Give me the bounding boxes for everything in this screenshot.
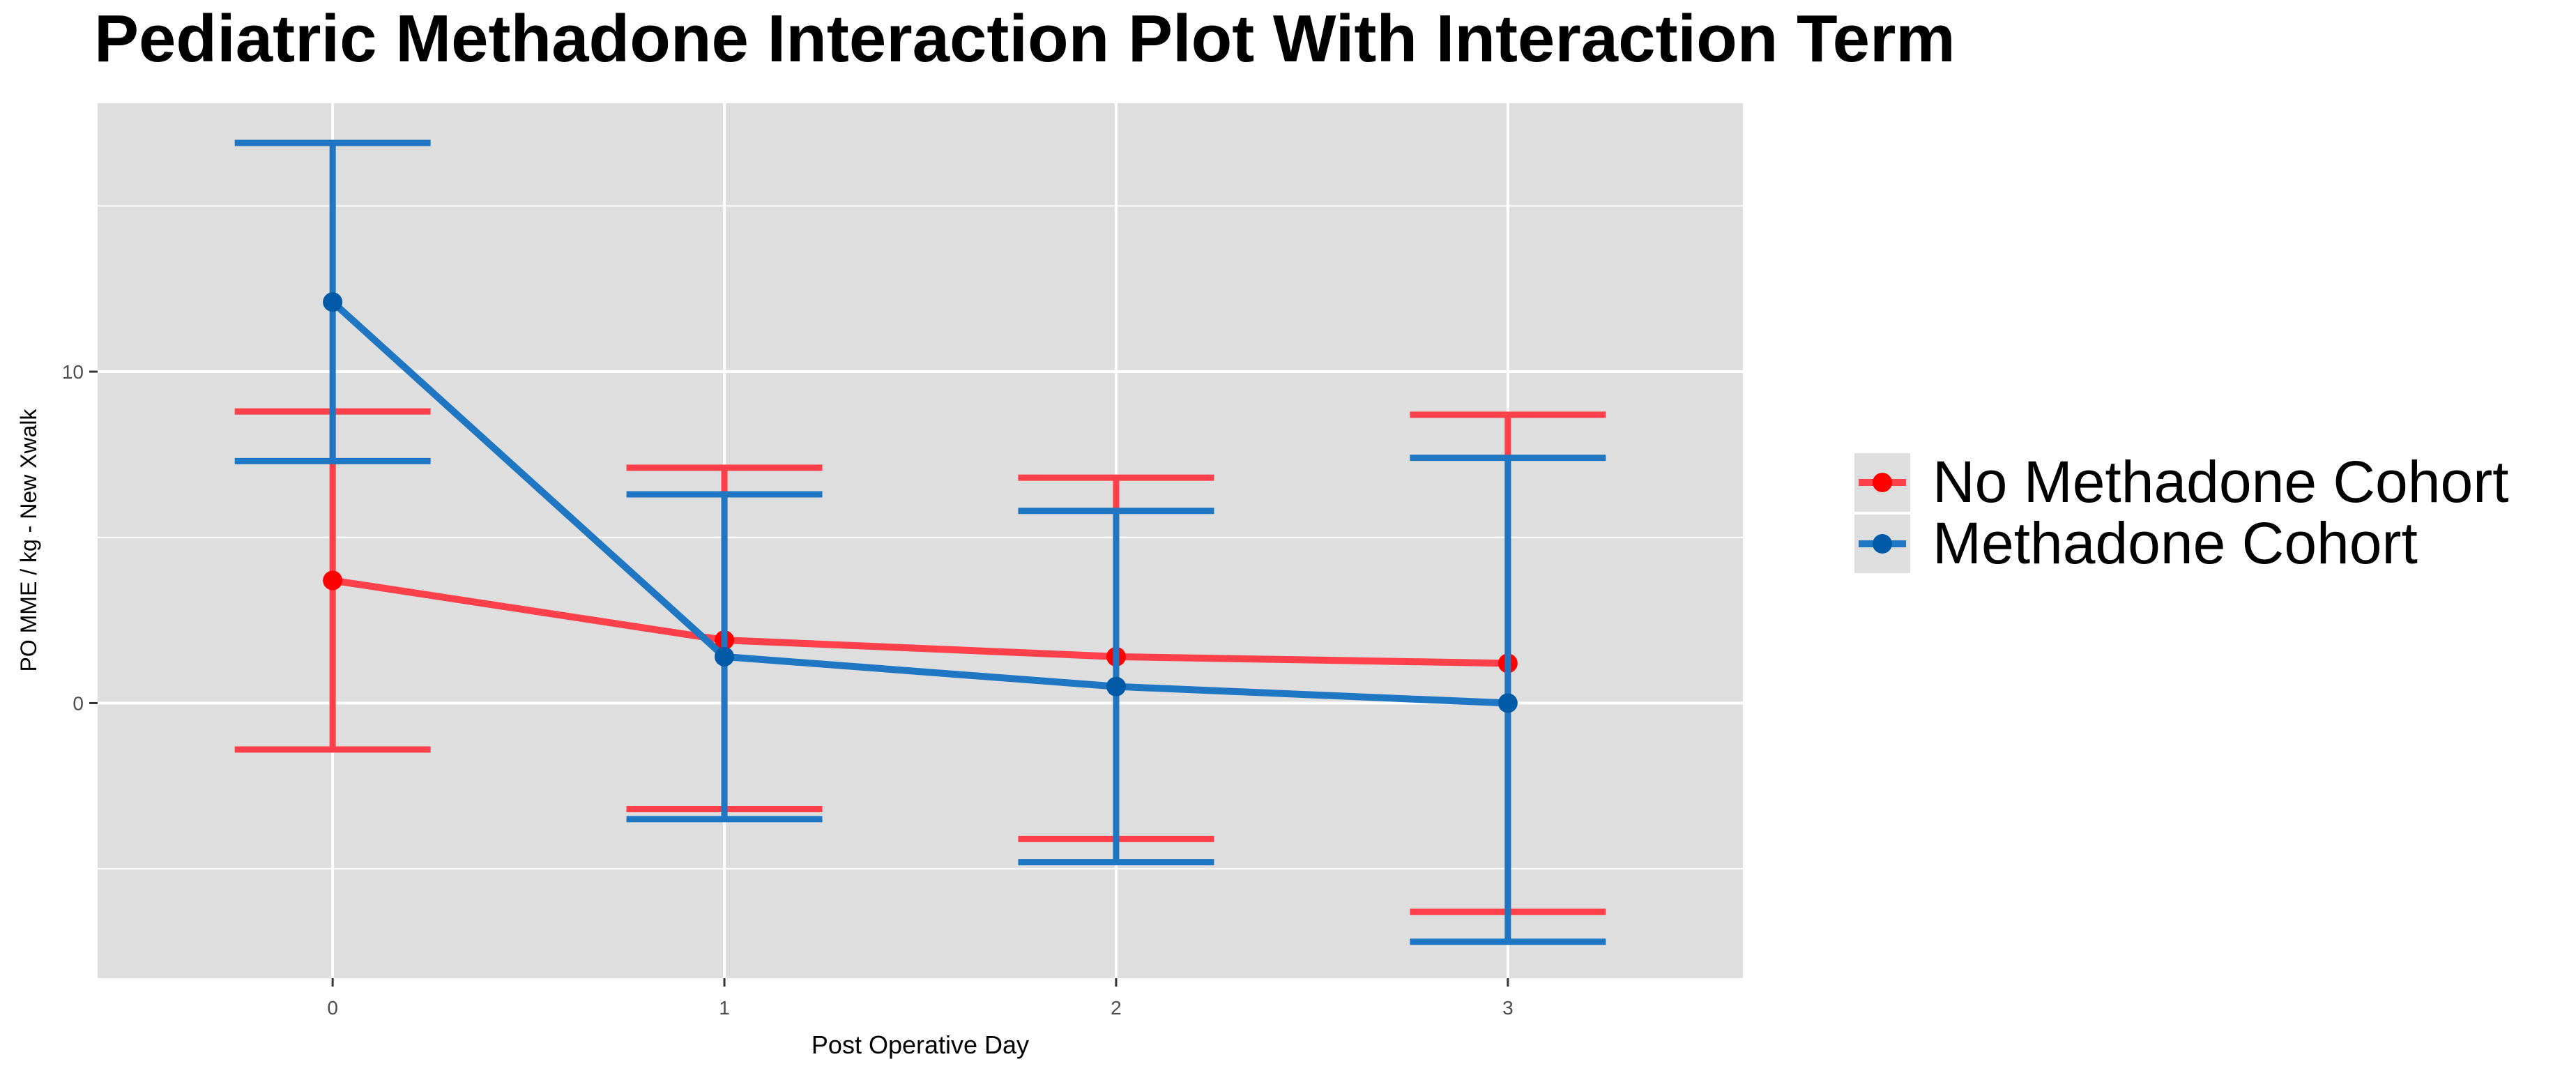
x-tick-label: 0 (327, 997, 338, 1019)
series-layer (234, 139, 1606, 945)
data-point (715, 646, 735, 667)
chart-title: Pediatric Methadone Interaction Plot Wit… (94, 1, 1956, 76)
x-tick-label: 3 (1502, 997, 1514, 1019)
y-axis-title: PO MME / kg - New Xwalk (16, 409, 41, 672)
legend-key-point (1873, 534, 1892, 554)
data-point (1497, 693, 1518, 713)
plot-panel (98, 103, 1743, 978)
x-tick-label: 1 (719, 997, 730, 1019)
x-tick-label: 2 (1111, 997, 1122, 1019)
legend-key-point (1873, 473, 1892, 492)
data-point (323, 292, 343, 312)
y-tick-label: 10 (62, 361, 84, 383)
minor-gridlines (98, 205, 1743, 870)
series-methadone (234, 139, 1606, 945)
legend-label: Methadone Cohort (1933, 510, 2418, 576)
x-axis-title: Post Operative Day (811, 1030, 1029, 1059)
legend-item: Methadone Cohort (1854, 510, 2418, 576)
legend-label: No Methadone Cohort (1933, 449, 2509, 515)
series-line (330, 299, 1509, 707)
y-tick-label: 0 (73, 692, 84, 714)
legend-item: No Methadone Cohort (1854, 449, 2509, 515)
axis-ticks: 0 1 2 3 0 10 (62, 361, 1514, 1019)
data-point (323, 570, 343, 591)
data-point (1106, 676, 1126, 697)
series-line (332, 577, 1508, 667)
